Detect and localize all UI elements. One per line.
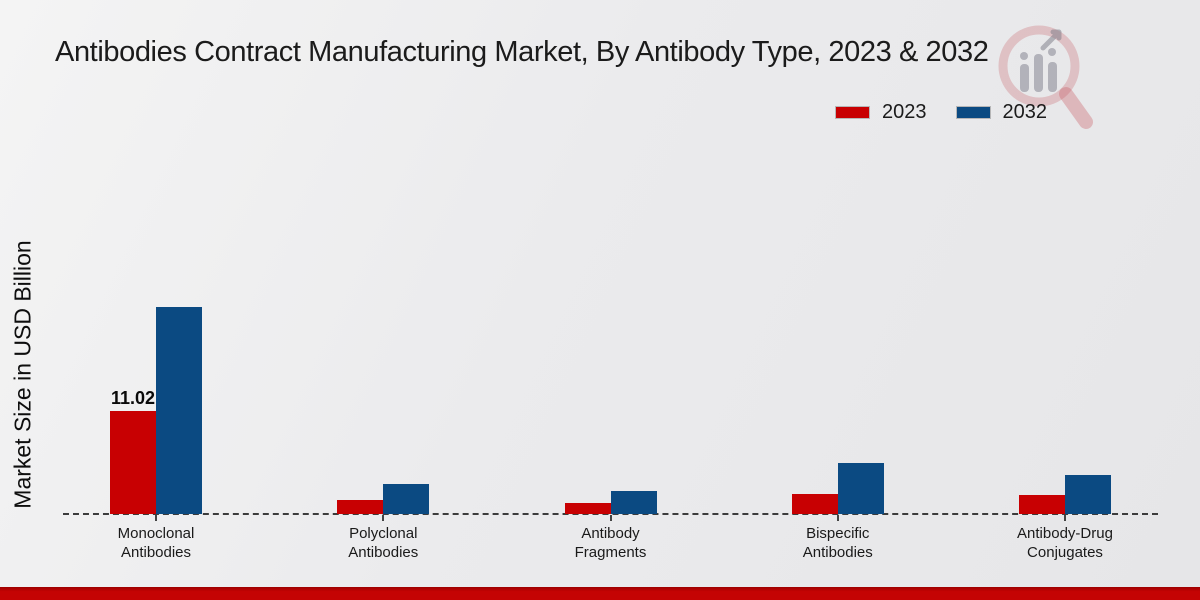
bar-2032-bispecific-antibodies xyxy=(837,463,884,514)
x-axis-label-antibody-drug-conjugates: Antibody-Drug Conjugates xyxy=(1017,525,1113,562)
bar-group-antibody-drug-conjugates xyxy=(1019,475,1111,514)
value-label-2023-monoclonal-antibodies: 11.02 xyxy=(110,388,156,408)
bar-group-bispecific-antibodies xyxy=(791,463,884,514)
bar-2032-antibody-fragments xyxy=(610,491,657,514)
bar-group-polyclonal-antibodies xyxy=(337,484,430,514)
x-axis-tick-monoclonal-antibodies xyxy=(155,515,157,521)
legend-label-2023: 2023 xyxy=(882,101,927,123)
x-axis-tick-antibody-drug-conjugates xyxy=(1064,515,1066,521)
market-research-future-logo xyxy=(998,25,1093,129)
legend: 2023 2032 xyxy=(836,101,1047,124)
x-axis-label-polyclonal-antibodies: Polyclonal Antibodies xyxy=(348,525,419,562)
bar-2023-bispecific-antibodies xyxy=(791,494,838,514)
bar-2023-polyclonal-antibodies xyxy=(337,500,384,514)
chart-title: Antibodies Contract Manufacturing Market… xyxy=(55,36,989,68)
x-axis-tick-polyclonal-antibodies xyxy=(382,515,385,521)
x-axis-baseline xyxy=(63,513,1158,515)
legend-swatch-2032 xyxy=(956,107,990,118)
bar-2032-monoclonal-antibodies xyxy=(156,307,202,514)
x-axis-label-antibody-fragments: Antibody Fragments xyxy=(574,525,647,562)
bar-2023-antibody-fragments xyxy=(564,503,611,514)
x-axis-tick-bispecific-antibodies xyxy=(836,515,839,521)
bar-2023-antibody-drug-conjugates xyxy=(1019,495,1065,514)
bar-2023-monoclonal-antibodies: 11.02 xyxy=(110,388,156,514)
bar-group-antibody-fragments xyxy=(564,491,657,514)
legend-label-2032: 2032 xyxy=(1002,101,1048,123)
bar-group-monoclonal-antibodies: 11.02 xyxy=(110,307,202,514)
legend-swatch-2023 xyxy=(836,107,869,118)
legend-item-2032: 2032 xyxy=(956,101,1048,124)
x-axis-label-monoclonal-antibodies: Monoclonal Antibodies xyxy=(117,525,195,562)
footer-red-bar xyxy=(0,587,1200,600)
legend-item-2023: 2023 xyxy=(836,101,927,124)
x-axis-label-bispecific-antibodies: Bispecific Antibodies xyxy=(802,525,873,562)
bar-2032-polyclonal-antibodies xyxy=(383,484,430,514)
x-axis-tick-antibody-fragments xyxy=(609,515,612,521)
bar-2032-antibody-drug-conjugates xyxy=(1065,475,1111,514)
